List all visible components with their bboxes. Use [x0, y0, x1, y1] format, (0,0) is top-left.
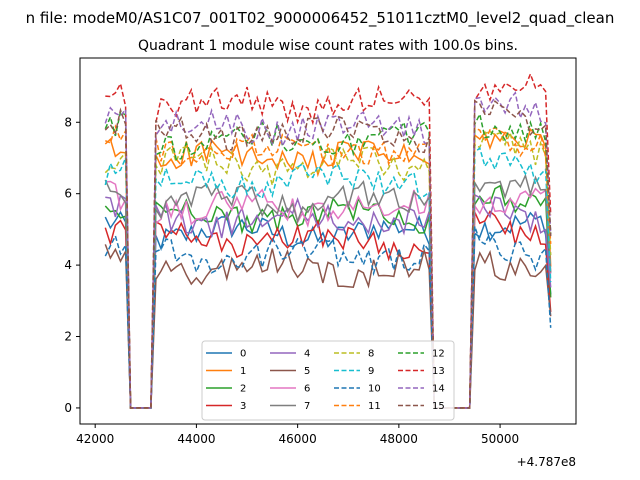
series-line-3: [104, 210, 552, 409]
x-offset-label: +4.787e8: [517, 455, 576, 469]
legend-label-8: 8: [368, 349, 374, 360]
legend-label-4: 4: [304, 349, 310, 360]
series-line-10: [104, 226, 552, 409]
series-line-7: [104, 173, 552, 409]
legend-label-12: 12: [432, 349, 445, 360]
x-axis: 42000 44000 46000 48000 50000: [76, 424, 519, 446]
y-axis: 0 2 4 6 8: [64, 115, 80, 415]
series-line-15: [104, 99, 552, 409]
legend-label-2: 2: [240, 384, 246, 395]
series-line-14: [104, 90, 552, 409]
series-layer: [104, 72, 552, 409]
x-tick-label: 50000: [481, 432, 519, 446]
legend-label-9: 9: [368, 366, 374, 377]
x-tick-label: 46000: [279, 432, 317, 446]
legend-label-11: 11: [368, 401, 381, 412]
y-tick-label: 0: [64, 401, 72, 415]
legend-label-7: 7: [304, 401, 310, 412]
figure-suptitle: n file: modeM0/AS1C07_001T02_9000006452_…: [26, 9, 615, 28]
legend-label-14: 14: [432, 384, 445, 395]
y-tick-label: 6: [64, 187, 72, 201]
series-line-13: [105, 72, 552, 409]
y-tick-label: 8: [64, 115, 72, 129]
legend-box: [201, 340, 455, 421]
legend-label-15: 15: [432, 401, 445, 412]
x-tick-label: 42000: [76, 432, 114, 446]
series-line-1: [104, 127, 552, 409]
legend-label-6: 6: [304, 384, 310, 395]
legend-label-5: 5: [304, 366, 310, 377]
series-line-8: [104, 130, 552, 409]
series-line-11: [105, 124, 552, 409]
series-line-0: [104, 210, 552, 409]
plot-frame: [79, 57, 577, 425]
legend-label-13: 13: [432, 366, 445, 377]
series-line-12: [104, 110, 552, 409]
legend-label-0: 0: [240, 349, 246, 360]
x-tick-label: 44000: [177, 432, 215, 446]
y-tick-label: 4: [64, 258, 72, 272]
x-tick-label: 48000: [380, 432, 418, 446]
series-line-6: [105, 180, 552, 409]
chart-title: Quadrant 1 module wise count rates with …: [138, 38, 518, 54]
series-line-5: [104, 244, 552, 409]
y-tick-label: 2: [64, 330, 72, 344]
series-line-9: [104, 146, 552, 409]
legend-label-3: 3: [240, 401, 246, 412]
legend-label-10: 10: [368, 384, 381, 395]
legend-label-1: 1: [240, 366, 246, 377]
